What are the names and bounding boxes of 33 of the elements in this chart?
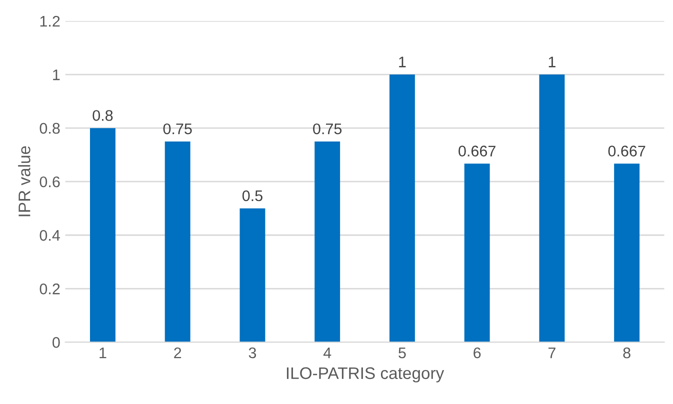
y-tick-label: 0.4 bbox=[40, 230, 60, 241]
x-tick-label: 5 bbox=[398, 348, 406, 358]
data-label: 1 bbox=[399, 56, 406, 68]
y-tick-label: 0.6 bbox=[40, 176, 60, 188]
bar bbox=[464, 164, 490, 342]
bar bbox=[240, 208, 266, 342]
x-tick-label: 7 bbox=[548, 348, 556, 358]
bar bbox=[90, 128, 116, 342]
y-tick-label: 0.8 bbox=[40, 122, 60, 134]
data-label: 0.8 bbox=[92, 110, 113, 121]
data-label: 0.75 bbox=[163, 123, 192, 134]
data-label: 0.667 bbox=[458, 146, 496, 156]
bar bbox=[539, 74, 565, 342]
data-label: 1 bbox=[548, 56, 556, 68]
bar bbox=[614, 164, 640, 342]
data-label: 0.5 bbox=[242, 190, 262, 202]
x-tick-label: 4 bbox=[323, 348, 332, 358]
bar bbox=[314, 141, 340, 342]
x-tick-label: 3 bbox=[248, 347, 256, 358]
y-tick-label: 0.2 bbox=[40, 284, 60, 294]
bar bbox=[389, 74, 415, 342]
x-tick-label: 8 bbox=[623, 347, 630, 358]
data-label: 0.667 bbox=[608, 146, 646, 156]
x-tick-label: 6 bbox=[474, 347, 481, 358]
y-axis-title: IPR value bbox=[18, 146, 30, 216]
x-axis-title: ILO-PATRIS category bbox=[286, 367, 444, 382]
data-label: 0.75 bbox=[313, 123, 342, 134]
x-tick-label: 1 bbox=[100, 348, 106, 358]
y-tick-label: 1 bbox=[53, 70, 60, 80]
x-tick-label: 2 bbox=[174, 347, 182, 358]
bar bbox=[164, 141, 190, 342]
y-tick-label: 0 bbox=[52, 337, 60, 348]
y-tick-label: 1.2 bbox=[40, 16, 60, 27]
